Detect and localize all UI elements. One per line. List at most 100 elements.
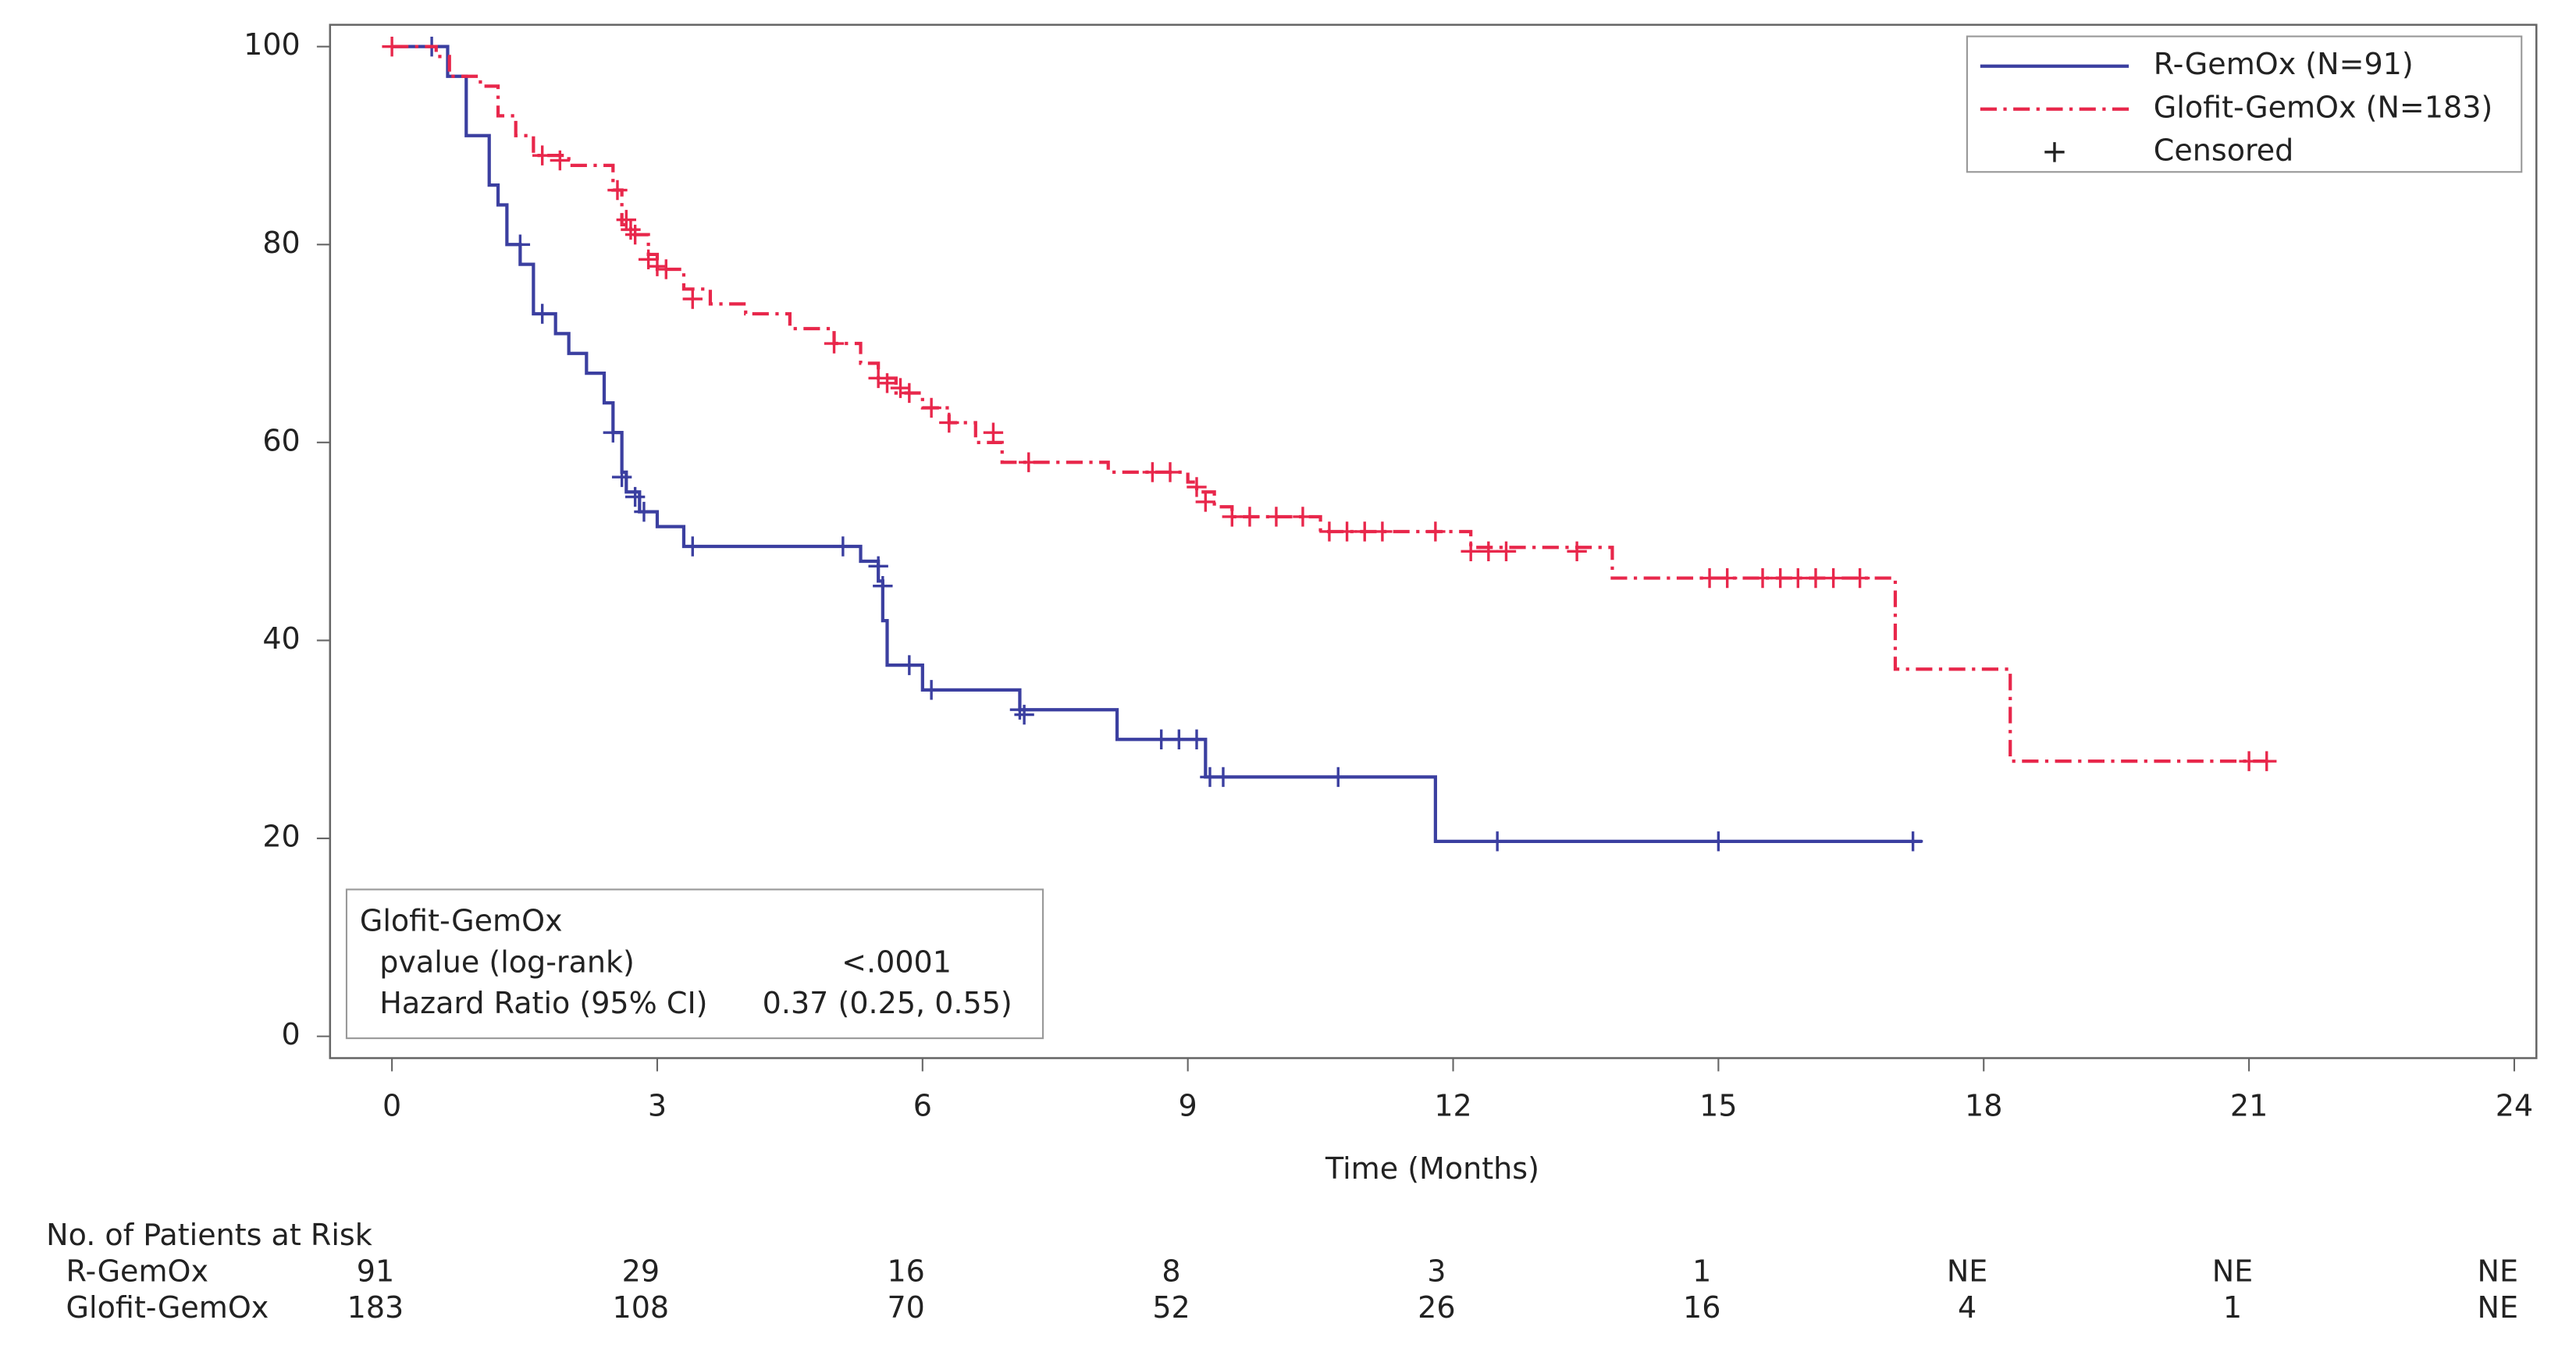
stats-label: pvalue (log-rank) [379,945,635,979]
risk-value: 29 [622,1254,660,1288]
censor-mark [1019,452,1039,472]
censor-mark [1770,567,1791,589]
risk-value: 4 [1958,1290,1976,1325]
y-tick-label: 80 [262,226,300,260]
censor-mark [616,209,636,230]
y-tick-label: 0 [282,1017,301,1051]
censor-mark [1717,567,1738,589]
risk-value: 3 [1427,1254,1446,1288]
y-tick-label: 100 [244,27,301,62]
censor-mark [1788,567,1809,589]
risk-value: 8 [1162,1254,1180,1288]
x-tick-label: 21 [2230,1089,2268,1123]
risk-title: No. of Patients at Risk [46,1218,372,1252]
censor-mark [532,145,553,165]
legend-label: R-GemOx (N=91) [2154,47,2414,81]
plot-frame [329,23,2538,1059]
censor-mark [624,486,646,507]
censor-mark [624,224,646,245]
censor-mark [1142,462,1163,482]
risk-value: 91 [357,1254,394,1288]
censor-mark [532,304,553,324]
censor-mark [890,378,911,398]
censor-mark [550,150,571,171]
censor-mark [939,412,959,433]
censor-mark [1014,704,1034,725]
legend-label: Glofit-GemOx (N=183) [2154,90,2492,124]
survival-curve [392,44,1922,843]
y-tick-label: 40 [262,621,300,656]
censor-mark [621,219,641,240]
x-tick-label: 6 [913,1089,932,1123]
censor-mark [1496,541,1517,562]
censor-mark [1240,507,1260,527]
risk-value: NE [2212,1254,2253,1288]
censor-mark [1293,507,1313,527]
risk-value: 70 [887,1290,924,1325]
risk-value: 16 [887,1254,924,1288]
censor-mark [983,422,1004,443]
censor-mark [1187,729,1207,749]
y-tick-label: 20 [262,820,300,854]
risk-value: NE [1947,1254,1987,1288]
censor-mark [1160,462,1180,482]
censor-mark [1169,729,1190,749]
censor-mark [1708,831,1729,852]
x-tick-label: 3 [648,1089,667,1123]
censor-mark [2239,751,2259,771]
censor-mark [1354,521,1375,542]
censor-mark [1328,767,1348,788]
x-axis-label: Time (Months) [1325,1151,1539,1186]
censor-mark [603,422,624,443]
censor-mark [634,501,654,522]
risk-value: 16 [1683,1290,1720,1325]
censor-mark [682,536,703,557]
censor-mark [1319,521,1340,542]
stats-value: 0.37 (0.25, 0.55) [763,986,1012,1020]
x-tick-label: 0 [382,1089,401,1123]
censor-mark [1187,477,1207,497]
risk-value: NE [2478,1290,2518,1325]
survival-curve [392,44,2267,763]
censor-mark [899,382,920,404]
censor-mark [1849,567,1870,589]
censor-mark [2257,751,2277,771]
censor-mark [1009,699,1030,720]
censor-mark [1213,767,1233,788]
censor-mark [682,289,703,309]
censor-mark [899,655,920,675]
censor-mark [868,556,888,577]
censor-mark [607,180,628,201]
censor-mark [1425,521,1446,542]
censor-mark [921,680,941,700]
censor-mark [382,36,402,57]
censor-mark [611,467,632,487]
censor-mark [1823,567,1844,589]
stats-box [345,888,1044,1040]
censor-mark [1222,507,1242,527]
risk-value: NE [2478,1254,2518,1288]
censor-mark [1151,729,1172,749]
censor-mark [1195,492,1216,512]
censor-mark [1902,831,1923,852]
risk-row-label: Glofit-GemOx [66,1290,269,1325]
y-tick-label: 60 [262,423,300,457]
censor-mark [1752,567,1773,589]
censor-mark [868,368,888,389]
censor-mark [1567,541,1587,562]
censor-mark [1699,567,1720,589]
risk-value: 1 [2223,1290,2242,1325]
stats-value: <.0001 [841,945,952,979]
risk-value: 26 [1418,1290,1455,1325]
censor-mark [656,259,676,279]
legend-label: Censored [2154,133,2294,167]
censor-mark [833,536,853,557]
censor-mark [1266,507,1286,527]
censor-mark [877,373,898,393]
censor-mark [1336,521,1357,542]
censor-mark [1478,541,1499,562]
stats-title: Glofit-GemOx [360,903,563,937]
risk-value: 1 [1692,1254,1711,1288]
